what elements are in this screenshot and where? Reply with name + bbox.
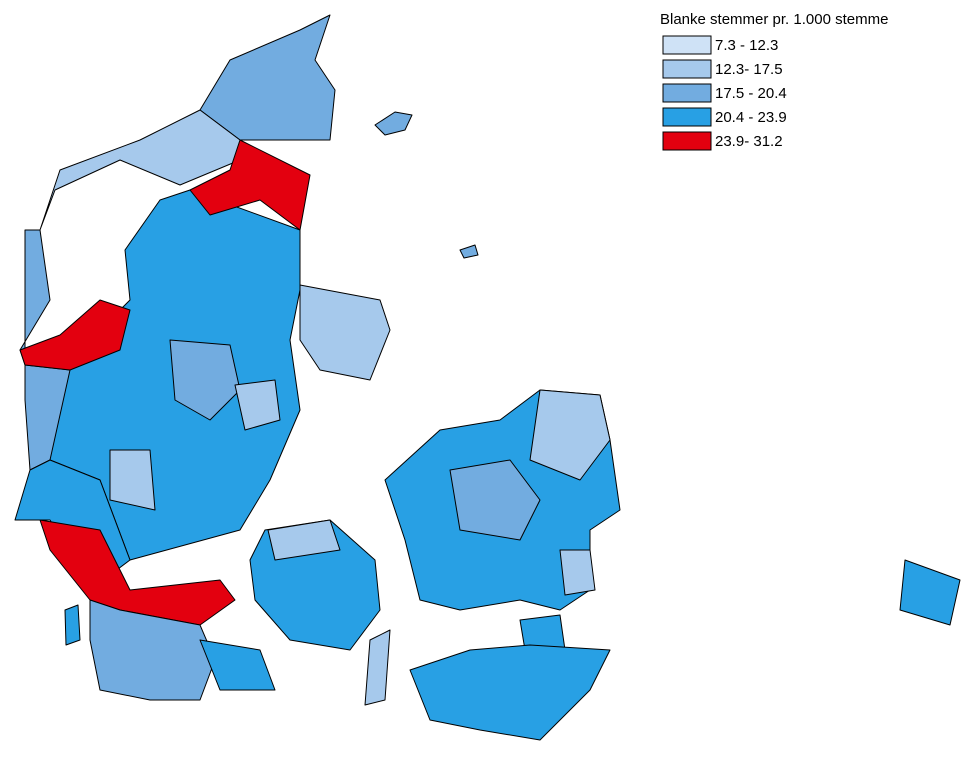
regions [14,14,961,741]
region [234,379,281,431]
region [449,459,541,541]
region [899,559,961,626]
region [89,599,216,701]
region [109,449,156,511]
region [459,244,479,259]
region [267,519,341,561]
legend-label: 23.9- 31.2 [715,133,783,150]
legend-label: 20.4 - 23.9 [715,109,787,126]
legend-label: 17.5 - 20.4 [715,85,787,102]
region [299,284,391,381]
region [364,629,391,706]
region [374,111,413,136]
region [199,14,336,141]
region [529,389,611,481]
legend-title: Blanke stemmer pr. 1.000 stemme [660,11,888,28]
region [189,139,311,231]
region [169,339,241,421]
region [39,519,236,626]
region [519,614,566,651]
legend: Blanke stemmer pr. 1.000 stemme 7.3 - 12… [660,11,888,151]
legend-swatch [662,59,712,79]
legend-swatch [662,83,712,103]
region [199,639,276,691]
region [19,299,131,371]
legend-swatch [662,131,712,151]
legend-label: 12.3- 17.5 [715,61,783,78]
region [559,549,596,596]
region [409,644,611,741]
legend-label: 7.3 - 12.3 [715,37,778,54]
legend-swatch [662,107,712,127]
legend-swatch [662,35,712,55]
region [64,604,81,646]
